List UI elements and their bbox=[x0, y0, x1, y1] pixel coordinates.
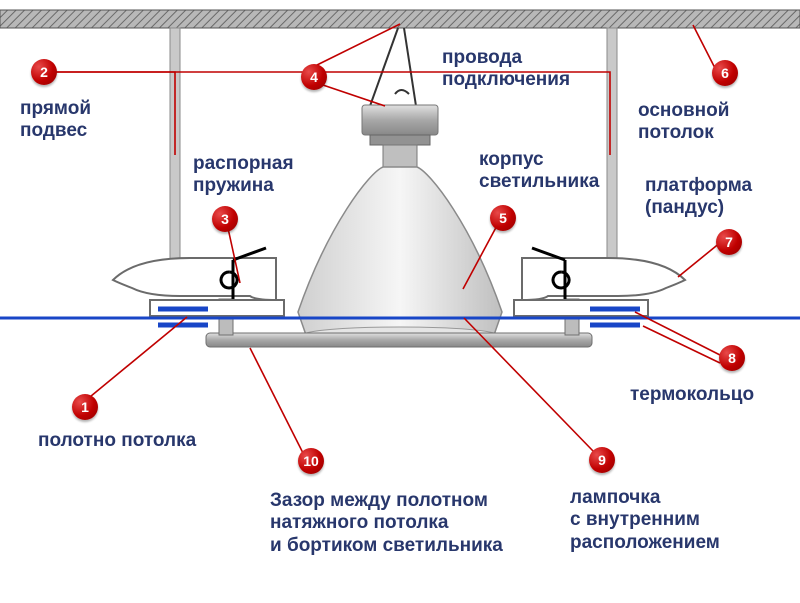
label-4: провода подключения bbox=[442, 47, 570, 92]
bulb-neck bbox=[383, 145, 417, 167]
socket-housing bbox=[362, 105, 438, 145]
main-ceiling bbox=[0, 10, 800, 28]
marker-6: 6 bbox=[712, 60, 738, 86]
marker-10: 10 bbox=[298, 448, 324, 474]
label-1: полотно потолка bbox=[38, 430, 196, 452]
marker-8: 8 bbox=[719, 345, 745, 371]
label-7: платформа (пандус) bbox=[645, 175, 752, 220]
marker-5: 5 bbox=[490, 205, 516, 231]
label-5: корпус светильника bbox=[479, 149, 599, 194]
connection-wires bbox=[370, 28, 416, 106]
label-3: распорная пружина bbox=[193, 153, 294, 198]
label-8: термокольцо bbox=[630, 384, 754, 406]
marker-2: 2 bbox=[31, 59, 57, 85]
marker-9: 9 bbox=[589, 447, 615, 473]
marker-1: 1 bbox=[72, 394, 98, 420]
marker-3: 3 bbox=[212, 206, 238, 232]
diagram-canvas: 1 2 3 4 5 6 7 8 9 10 полотно потолка пря… bbox=[0, 0, 800, 603]
label-9: лампочка с внутренним расположением bbox=[570, 487, 720, 554]
label-2: прямой подвес bbox=[20, 98, 91, 143]
label-6: основной потолок bbox=[638, 100, 729, 145]
label-10: Зазор между полотном натяжного потолка и… bbox=[270, 490, 503, 557]
marker-4: 4 bbox=[301, 64, 327, 90]
marker-7: 7 bbox=[716, 229, 742, 255]
